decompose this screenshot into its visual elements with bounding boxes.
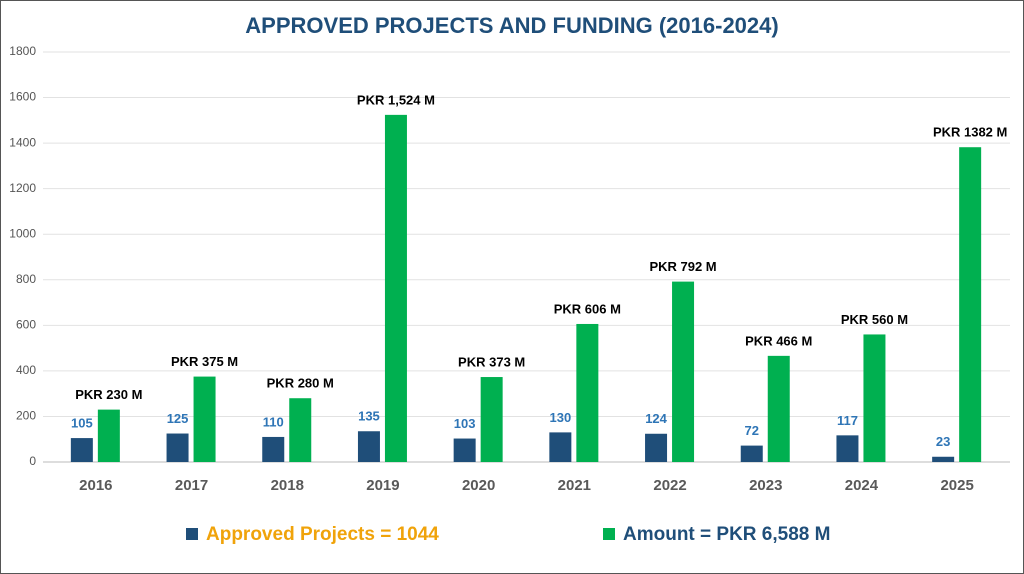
y-tick-label: 800: [16, 272, 36, 286]
data-label: 72: [745, 423, 759, 438]
y-tick-label: 400: [16, 363, 36, 377]
y-tick-label: 1800: [9, 44, 36, 58]
bar: [672, 281, 695, 462]
x-tick-label: 2016: [79, 477, 112, 494]
chart-title: APPROVED PROJECTS AND FUNDING (2016-2024…: [245, 13, 778, 38]
bar: [384, 114, 407, 462]
bar: [863, 334, 886, 462]
legend-label: Amount = PKR 6,588 M: [623, 524, 830, 545]
data-label: 110: [263, 414, 284, 429]
bar: [549, 432, 572, 462]
y-tick-label: 1200: [9, 181, 36, 195]
data-label: 117: [837, 413, 858, 428]
data-label: 125: [167, 411, 189, 426]
data-label: PKR 792 M: [649, 259, 716, 274]
x-tick-label: 2024: [845, 477, 879, 494]
legend-label: Approved Projects = 1044: [206, 524, 439, 545]
data-label: PKR 606 M: [554, 301, 621, 316]
y-tick-label: 600: [16, 318, 36, 332]
bar: [262, 436, 285, 462]
data-label: 124: [645, 411, 667, 426]
x-tick-label: 2023: [749, 477, 782, 494]
bar: [289, 398, 312, 462]
data-label: 130: [549, 410, 571, 425]
y-tick-label: 200: [16, 409, 36, 423]
data-label: PKR 375 M: [171, 354, 238, 369]
bar: [453, 438, 476, 462]
legend-swatch: [186, 528, 198, 540]
y-tick-label: 1400: [9, 135, 36, 149]
bar: [480, 377, 503, 462]
bar: [193, 376, 216, 462]
data-label: PKR 1382 M: [933, 125, 1007, 140]
data-label: 135: [358, 409, 380, 424]
x-tick-label: 2020: [462, 477, 495, 494]
y-tick-label: 1600: [9, 90, 36, 104]
x-tick-label: 2018: [271, 477, 304, 494]
data-label: PKR 280 M: [267, 376, 334, 391]
data-label: 103: [454, 416, 476, 431]
bar: [836, 435, 859, 462]
data-label: 23: [936, 434, 950, 449]
data-label: PKR 1,524 M: [357, 92, 435, 107]
x-tick-label: 2021: [558, 477, 591, 494]
bar: [932, 456, 955, 462]
legend-swatch: [603, 528, 615, 540]
y-tick-label: 1000: [9, 226, 36, 240]
bar: [767, 355, 790, 462]
data-label: PKR 466 M: [745, 333, 812, 348]
data-label: PKR 373 M: [458, 354, 525, 369]
x-tick-label: 2022: [653, 477, 686, 494]
bar: [97, 409, 120, 462]
x-tick-label: 2019: [366, 477, 399, 494]
data-label: 105: [71, 416, 93, 431]
x-tick-label: 2025: [940, 477, 973, 494]
bar: [740, 445, 763, 462]
data-label: PKR 560 M: [841, 312, 908, 327]
bar: [959, 147, 982, 462]
x-tick-label: 2017: [175, 477, 208, 494]
bar: [70, 438, 93, 462]
bar: [357, 431, 380, 462]
bar: [576, 323, 599, 462]
bar: [166, 433, 189, 462]
data-label: PKR 230 M: [75, 387, 142, 402]
y-tick-label: 0: [29, 454, 36, 468]
bar: [645, 433, 668, 462]
